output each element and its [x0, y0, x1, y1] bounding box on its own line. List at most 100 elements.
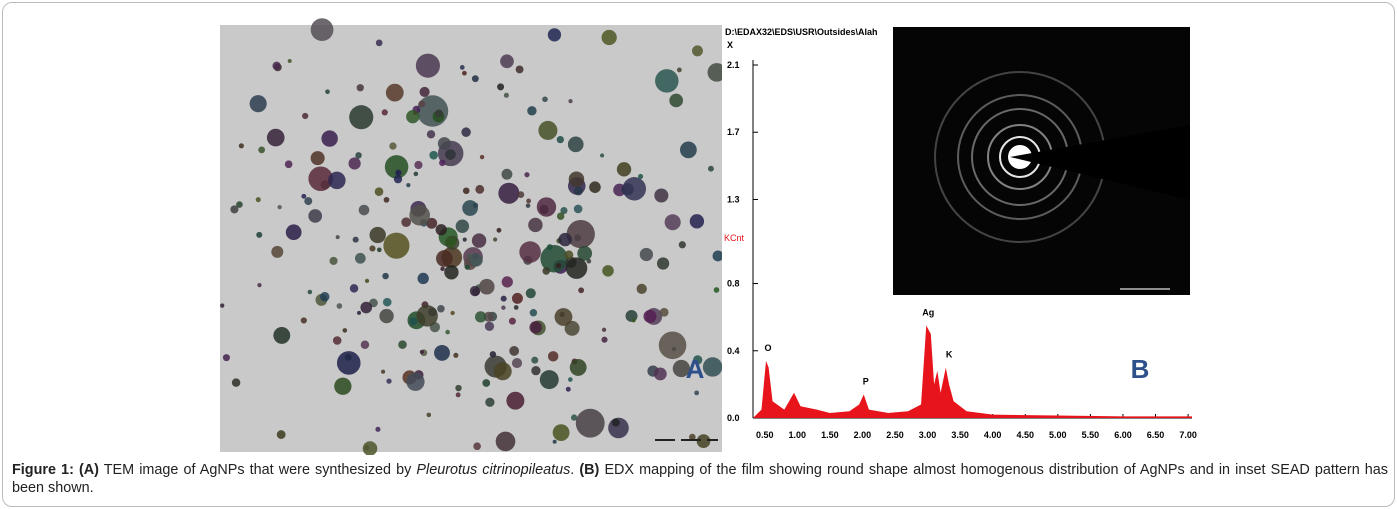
- particle: [437, 304, 445, 313]
- y-tick-label: 0.0: [727, 413, 740, 423]
- particle: [637, 173, 644, 180]
- particle: [529, 308, 538, 317]
- particle: [611, 418, 620, 427]
- particle: [409, 204, 431, 226]
- particle: [601, 336, 608, 343]
- particle: [542, 267, 550, 275]
- x-tick-label: 0.50: [756, 430, 774, 440]
- particle: [713, 287, 720, 293]
- particle: [434, 344, 450, 361]
- y-tick-label: 1.3: [727, 194, 740, 204]
- caption-text: (B): [579, 462, 600, 478]
- peak-label: P: [863, 376, 869, 386]
- particle: [249, 95, 267, 113]
- y-tick-label: 0.8: [727, 279, 740, 289]
- particle: [462, 200, 478, 216]
- panel-label: A: [686, 354, 705, 384]
- particle: [349, 284, 359, 293]
- particle: [325, 89, 330, 95]
- particle: [567, 136, 584, 153]
- x-tick-label: 5.00: [1049, 430, 1067, 440]
- tem-image: [220, 25, 722, 452]
- particle: [525, 288, 536, 299]
- particle: [500, 295, 507, 302]
- particle: [419, 86, 430, 98]
- particle: [568, 171, 585, 188]
- caption-text: EDX mapping of the film showing round sh…: [12, 462, 1388, 496]
- particle: [384, 155, 409, 179]
- particle: [284, 160, 293, 169]
- particle: [601, 327, 607, 332]
- x-tick-label: 6.50: [1147, 430, 1165, 440]
- particle: [496, 227, 502, 233]
- particle: [376, 247, 382, 253]
- particle: [554, 308, 573, 326]
- peak-label: Ag: [922, 307, 934, 317]
- particle: [529, 321, 542, 334]
- particle: [381, 109, 388, 116]
- particle: [307, 289, 313, 295]
- particle: [334, 377, 352, 395]
- particle: [707, 63, 727, 82]
- particle: [464, 264, 470, 270]
- particle: [693, 355, 703, 365]
- particle: [285, 224, 302, 241]
- particle: [277, 204, 282, 210]
- particle: [542, 96, 548, 103]
- peak-label: K: [946, 349, 953, 359]
- particle: [310, 151, 325, 166]
- particle: [287, 58, 292, 63]
- particle: [395, 169, 402, 176]
- particle: [412, 110, 418, 116]
- particle: [455, 392, 461, 398]
- particle: [435, 224, 447, 236]
- particle: [459, 65, 465, 70]
- particle: [406, 183, 411, 188]
- particle: [257, 283, 262, 288]
- particle: [471, 252, 480, 260]
- particle: [382, 297, 392, 307]
- particle: [573, 204, 583, 214]
- caption-text: .: [570, 462, 580, 478]
- particle: [409, 317, 418, 326]
- particle: [589, 181, 601, 193]
- particle: [547, 28, 562, 42]
- particle: [419, 349, 424, 355]
- particle: [469, 285, 481, 297]
- x-mark: X: [727, 40, 733, 50]
- particle: [600, 153, 605, 158]
- particle: [406, 110, 420, 124]
- particle: [712, 250, 724, 262]
- particle: [643, 309, 657, 323]
- particle: [320, 292, 330, 302]
- particle: [702, 357, 723, 377]
- particle: [238, 143, 244, 149]
- particle: [570, 414, 578, 421]
- particle: [383, 232, 410, 259]
- particle: [473, 442, 481, 451]
- particle: [445, 149, 456, 160]
- particle: [539, 370, 559, 390]
- particle: [482, 379, 491, 387]
- particle: [342, 328, 348, 333]
- particle: [555, 263, 562, 269]
- particle: [437, 137, 451, 151]
- particle: [511, 357, 523, 369]
- particle: [328, 171, 346, 190]
- particle: [462, 70, 467, 76]
- particle: [526, 198, 532, 204]
- particle: [485, 397, 495, 407]
- particle: [413, 171, 419, 177]
- particle: [565, 386, 571, 392]
- particle: [509, 346, 520, 356]
- particle: [354, 252, 366, 264]
- particle: [256, 231, 263, 238]
- particle: [569, 359, 587, 376]
- particle: [450, 310, 455, 316]
- spectrum-area: [753, 325, 1192, 418]
- particle: [434, 109, 443, 118]
- particle: [489, 351, 497, 358]
- particle: [416, 305, 438, 327]
- particle: [639, 247, 654, 262]
- particle: [308, 166, 333, 192]
